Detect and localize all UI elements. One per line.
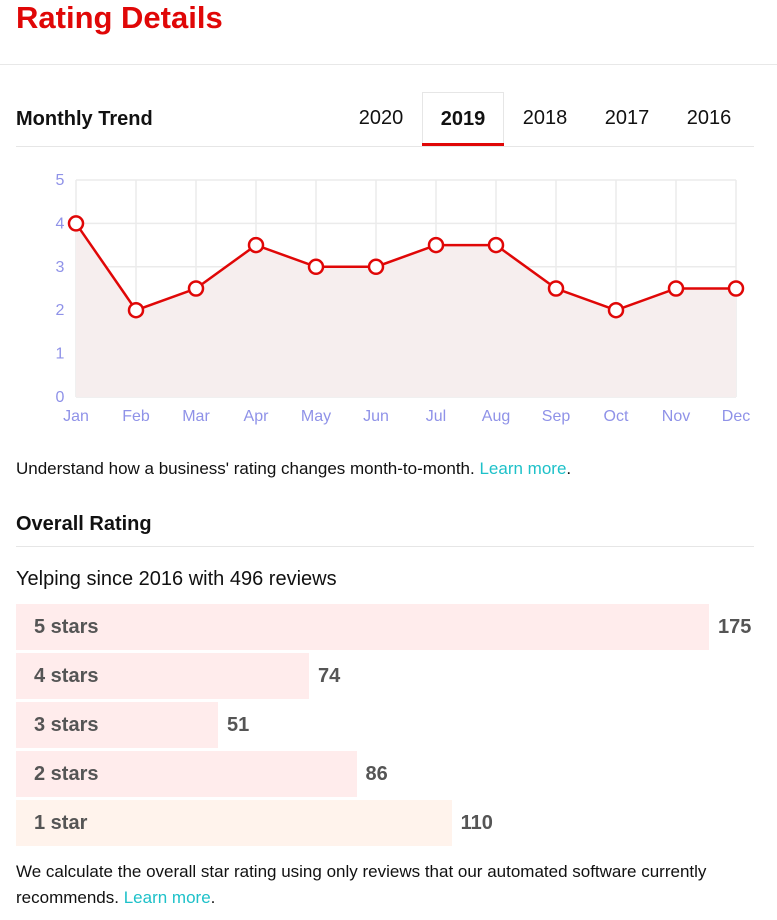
rating-row: 5 stars 175 bbox=[16, 604, 776, 650]
data-point-may bbox=[307, 258, 325, 276]
rating-bar bbox=[16, 653, 310, 699]
x-tick-label-mar: Mar bbox=[182, 408, 210, 425]
overall-learn-more-link[interactable]: Learn more bbox=[123, 888, 211, 907]
data-point-aug bbox=[487, 236, 505, 254]
trend-divider bbox=[16, 146, 754, 147]
x-tick-label-jan: Jan bbox=[63, 408, 89, 425]
y-tick-label: 2 bbox=[56, 302, 65, 319]
x-tick-label-dec: Dec bbox=[722, 408, 750, 425]
trend-area bbox=[76, 223, 736, 397]
rating-count: 74 bbox=[318, 665, 341, 687]
rating-row: 3 stars 51 bbox=[16, 702, 776, 748]
data-point-oct bbox=[607, 301, 625, 319]
data-point-nov bbox=[667, 280, 685, 297]
x-tick-label-aug: Aug bbox=[482, 408, 510, 425]
data-point-apr bbox=[247, 236, 265, 254]
data-point-jan bbox=[67, 215, 85, 232]
rating-label: 1 star bbox=[34, 812, 88, 834]
rating-bar bbox=[16, 702, 218, 748]
x-tick-label-sep: Sep bbox=[542, 408, 571, 425]
x-tick-label-jun: Jun bbox=[363, 408, 389, 425]
y-tick-label: 5 bbox=[56, 172, 65, 189]
data-point-dec bbox=[727, 280, 745, 297]
rating-row: 1 star 110 bbox=[16, 800, 776, 846]
x-tick-label-jul: Jul bbox=[426, 408, 446, 425]
overall-rating-title: Overall Rating bbox=[16, 513, 152, 535]
rating-count: 110 bbox=[460, 812, 493, 834]
rating-label: 3 stars bbox=[34, 714, 99, 736]
y-tick-label: 1 bbox=[56, 346, 65, 363]
rating-bar bbox=[16, 751, 357, 797]
rating-label: 5 stars bbox=[34, 616, 99, 638]
trend-description-text: Understand how a business' rating change… bbox=[16, 459, 475, 478]
rating-count: 86 bbox=[365, 763, 388, 785]
x-tick-label-apr: Apr bbox=[244, 408, 270, 425]
tab-2016[interactable]: 2016 bbox=[686, 107, 732, 129]
y-tick-label: 0 bbox=[56, 389, 65, 406]
year-tabs: 2020 2019 2018 2017 2016 bbox=[340, 92, 750, 147]
rating-bar bbox=[16, 800, 452, 846]
data-point-jul bbox=[427, 236, 445, 254]
tab-2017[interactable]: 2017 bbox=[604, 107, 650, 129]
trend-description-end: . bbox=[566, 459, 572, 478]
data-point-jun bbox=[367, 258, 385, 276]
tab-2020[interactable]: 2020 bbox=[358, 107, 404, 129]
data-point-sep bbox=[547, 280, 565, 297]
rating-distribution: 5 stars 175 4 stars 74 3 stars 51 2 stars 86 1 s… bbox=[16, 604, 776, 849]
rating-label: 4 stars bbox=[34, 665, 99, 687]
monthly-trend-chart: 0 1 2 3 4 5 Jan Feb Mar Apr May Jun Jul Aug Sep Oct Nov D… bbox=[56, 172, 751, 425]
trend-line bbox=[74, 222, 736, 312]
x-tick-label-may: May bbox=[301, 408, 331, 425]
rating-count: 175 bbox=[718, 616, 752, 638]
tab-2018[interactable]: 2018 bbox=[522, 107, 568, 129]
x-tick-label-nov: Nov bbox=[662, 408, 690, 425]
tab-2019[interactable]: 2019 bbox=[422, 92, 504, 147]
x-tick-label-feb: Feb bbox=[122, 408, 150, 425]
y-tick-label: 4 bbox=[56, 215, 65, 232]
monthly-trend-title: Monthly Trend bbox=[16, 108, 153, 130]
x-tick-label-oct: Oct bbox=[604, 408, 629, 425]
overall-footnote-end: . bbox=[210, 888, 216, 907]
rating-label: 2 stars bbox=[34, 763, 99, 785]
page-title: Rating Details bbox=[16, 0, 223, 35]
trend-learn-more-link[interactable]: Learn more bbox=[479, 459, 567, 478]
trend-description: Understand how a business' rating change… bbox=[16, 456, 571, 482]
overall-footnote: We calculate the overall star rating usi… bbox=[16, 859, 761, 911]
rating-count: 51 bbox=[226, 714, 250, 736]
overall-divider bbox=[16, 546, 754, 547]
overall-footnote-text: We calculate the overall star rating usi… bbox=[16, 862, 707, 907]
yelping-since-summary: Yelping since 2016 with 496 reviews bbox=[16, 568, 337, 590]
header-divider bbox=[0, 64, 777, 65]
data-point-feb bbox=[127, 301, 145, 319]
rating-row: 4 stars 74 bbox=[16, 653, 776, 699]
rating-bar bbox=[16, 604, 709, 650]
rating-row: 2 stars 86 bbox=[16, 751, 776, 797]
data-point-mar bbox=[187, 280, 205, 297]
y-tick-label: 3 bbox=[56, 259, 65, 276]
